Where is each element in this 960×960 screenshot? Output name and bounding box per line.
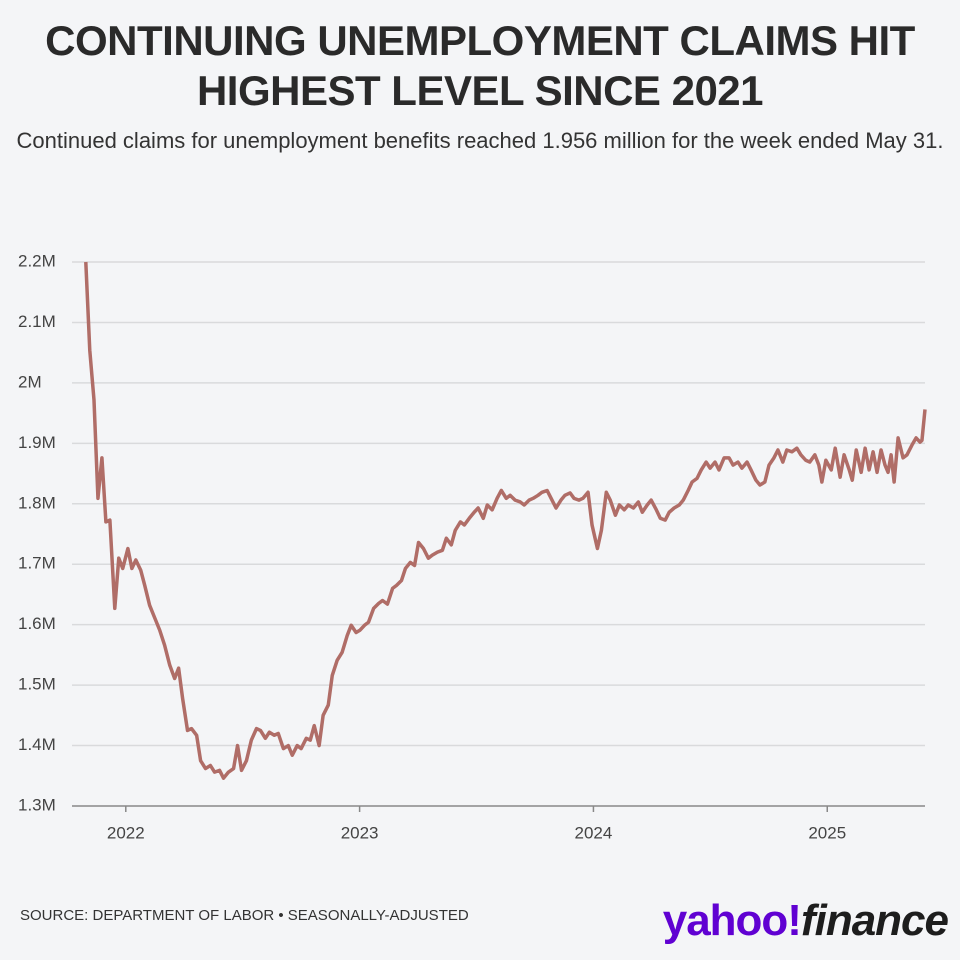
logo: yahoo!finance xyxy=(662,896,949,946)
x-tick-label: 2022 xyxy=(107,823,145,842)
y-tick-label: 1.6M xyxy=(18,614,56,633)
y-tick-label: 2M xyxy=(18,372,42,391)
y-tick-label: 1.4M xyxy=(18,735,56,754)
chart: 1.3M 1.4M 1.5M 1.6M 1.7M 1.8M 1.9M 2M 2.1M 2.2M 20… xyxy=(18,251,927,842)
x-tick-label: 2023 xyxy=(341,823,379,842)
y-tick-label: 2.1M xyxy=(18,312,56,331)
chart-subtitle: Continued claims for unemployment benefi… xyxy=(16,128,944,153)
x-tick-label: 2025 xyxy=(808,823,846,842)
y-tick-label: 1.5M xyxy=(18,675,56,694)
source-note: SOURCE: DEPARTMENT OF LABOR • SEASONALLY… xyxy=(20,907,469,924)
logo-finance: finance xyxy=(800,896,949,945)
x-tick-label: 2024 xyxy=(575,823,613,842)
y-tick-label: 1.7M xyxy=(18,554,56,573)
y-tick-label: 1.3M xyxy=(18,795,56,814)
y-tick-label: 1.9M xyxy=(18,433,56,452)
y-tick-label: 1.8M xyxy=(18,493,56,512)
logo-yahoo: yahoo! xyxy=(662,896,802,945)
chart-title: CONTINUING UNEMPLOYMENT CLAIMS HIT HIGHE… xyxy=(45,17,915,114)
y-tick-label: 2.2M xyxy=(18,251,56,270)
data-line xyxy=(84,261,927,780)
